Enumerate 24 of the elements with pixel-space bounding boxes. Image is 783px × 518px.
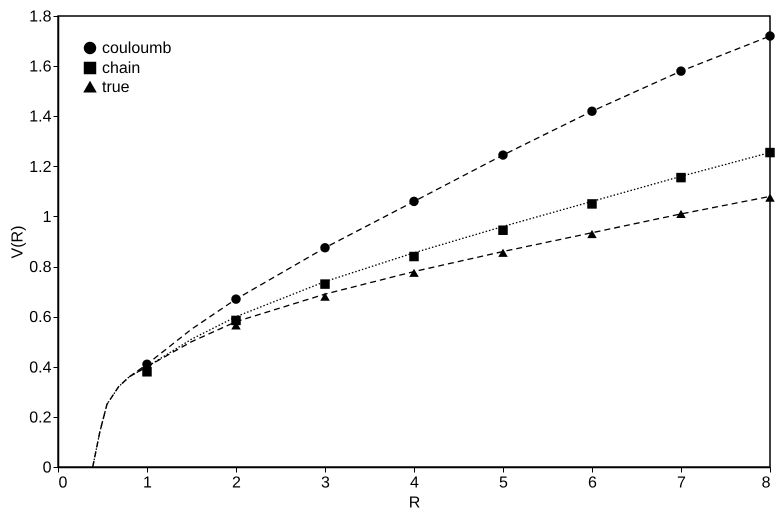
legend-label: couloumb [102,40,172,57]
x-tick-label: 1 [143,474,152,492]
y-tick-label: 0.4 [29,359,52,376]
y-tick-label: 1.2 [29,158,52,176]
x-tick-label: 5 [499,474,508,492]
legend-label: true [102,79,130,96]
y-axis-title: V(R) [9,226,26,258]
y-tick-label: 1 [42,208,52,226]
x-tick-label: 2 [232,474,242,492]
x-tick-label: 7 [677,474,686,492]
y-tick-label: 1.4 [29,108,52,126]
legend-label: chain [102,60,140,77]
y-tick-label: 1.8 [29,8,52,26]
x-tick-label: 8 [762,474,771,492]
y-tick-label: 1.6 [29,58,52,76]
x-tick-label: 4 [410,474,420,492]
y-tick-label: 0.2 [29,409,52,426]
x-tick-label: 6 [588,474,598,492]
x-axis-title: R [408,494,420,512]
x-tick-label: 3 [321,474,330,492]
y-tick-label: 0 [42,460,52,476]
y-tick-label: 0.8 [29,259,52,276]
y-tick-label: 0.6 [29,309,52,326]
x-tick-label: 0 [58,474,68,492]
